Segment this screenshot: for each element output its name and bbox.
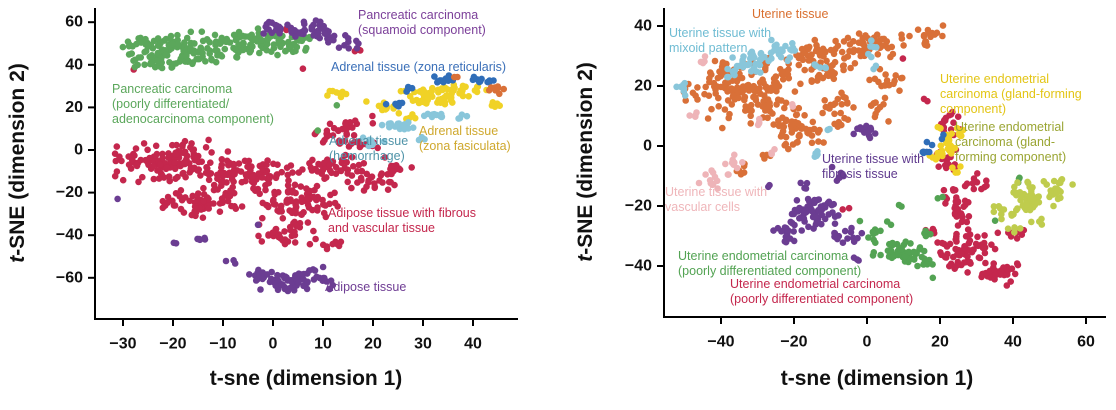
cluster-annotation: Pancreatic carcinoma (squamoid component) bbox=[358, 8, 486, 37]
series-adrenal-hemorrhage bbox=[359, 110, 471, 150]
cluster-annotation: Pancreatic carcinoma (poorly differentiat… bbox=[112, 82, 274, 126]
series-adrenal-reticularis bbox=[382, 72, 497, 110]
y-tick-label: 0 bbox=[643, 138, 652, 155]
y-tick-label: 0 bbox=[74, 142, 83, 159]
x-tick-label: −10 bbox=[209, 335, 236, 352]
y-tick-label: 20 bbox=[65, 99, 83, 116]
y-tick-label: 40 bbox=[65, 56, 83, 73]
cluster-annotation: Adipose tissue bbox=[325, 280, 407, 294]
x-tick-label: 0 bbox=[863, 333, 872, 350]
cluster-annotation: Adrenal tissue (zona reticularis) bbox=[331, 60, 507, 74]
y-axis-label-italic-t: t bbox=[6, 255, 29, 263]
cluster-annotation: Uterine tissue bbox=[752, 7, 829, 21]
y-tick-label: −20 bbox=[625, 198, 652, 215]
series-adipose bbox=[114, 195, 337, 295]
x-axis-label-left: t-sne (dimension 1) bbox=[209, 367, 403, 390]
x-tick-label: −40 bbox=[707, 333, 734, 350]
cluster-annotation: Uterine endometrial carcinoma (gland-form… bbox=[940, 72, 1082, 116]
series-endometrial-poorly-diff-green bbox=[856, 174, 1023, 282]
y-axis-label-rest: -SNE (dimension 2) bbox=[6, 63, 29, 256]
tsne-panel-left: −30 −20 −10 0 10 20 30 40 60 40 20 0 −20 −40 −60 bbox=[56, 8, 518, 352]
x-tick-label: 40 bbox=[1004, 333, 1022, 350]
y-tick-label: −40 bbox=[625, 258, 652, 275]
series-uterine-vascular bbox=[686, 53, 797, 192]
y-tick-label: −40 bbox=[56, 227, 83, 244]
y-tick-label: −20 bbox=[56, 184, 83, 201]
series-adipose-fibrous-vascular bbox=[111, 25, 416, 253]
y-tick-label: 40 bbox=[634, 18, 652, 35]
x-tick-label: 0 bbox=[269, 335, 278, 352]
cluster-annotation: Adipose tissue with fibrous and vascular … bbox=[328, 206, 476, 235]
cluster-annotation: Uterine tissue with mixoid pattern bbox=[669, 26, 772, 55]
y-axis-label-left: t-SNE (dimension 2) bbox=[6, 0, 34, 333]
cluster-annotation: Uterine tissue with fibrosis tissue bbox=[822, 152, 925, 181]
series-endometrial-gland-yellow bbox=[926, 123, 967, 176]
x-tick-label: −20 bbox=[780, 333, 807, 350]
cluster-annotation: Uterine tissue with vascular cells bbox=[665, 185, 768, 214]
series-endometrial-poorly-diff-red bbox=[839, 55, 1028, 289]
series-uterine-fibrosis bbox=[765, 122, 879, 264]
y-tick-label: 20 bbox=[634, 78, 652, 95]
series-unlabeled-blue bbox=[919, 131, 947, 157]
tsne-panel-right: −40 −20 0 20 40 60 40 20 0 −20 −40 bbox=[625, 8, 1106, 350]
series-uterine-mixoid bbox=[673, 36, 880, 160]
series-endometrial-gland-olive bbox=[990, 176, 1076, 236]
scatter-points bbox=[111, 17, 508, 295]
series-unlabeled-orange bbox=[451, 73, 508, 98]
series-pancreatic-poorly-diff bbox=[119, 25, 341, 134]
y-tick-label: −60 bbox=[56, 269, 83, 286]
x-tick-label: 30 bbox=[414, 335, 432, 352]
x-tick-label: −20 bbox=[159, 335, 186, 352]
cluster-annotation: Uterine endometrial carcinoma (poorly dif… bbox=[730, 277, 914, 306]
x-axis-label-right: t-sne (dimension 1) bbox=[780, 367, 974, 390]
y-axis-label-rest: -SNE (dimension 2) bbox=[574, 62, 597, 255]
scatter-points bbox=[673, 22, 1076, 289]
cluster-annotation: Adrenal tissue (zona fasiculata) bbox=[419, 124, 511, 153]
x-tick-label: 40 bbox=[464, 335, 482, 352]
y-axis-label-italic-t: t bbox=[574, 254, 597, 262]
series-pancreatic-squamoid bbox=[260, 17, 362, 52]
x-tick-label: 60 bbox=[1077, 333, 1095, 350]
y-axis-label-right: t-SNE (dimension 2) bbox=[574, 0, 602, 332]
cluster-annotation: Uterine endometrial carcinoma (poorly dif… bbox=[678, 249, 862, 278]
x-tick-label: 20 bbox=[364, 335, 382, 352]
x-tick-label: 10 bbox=[314, 335, 332, 352]
cluster-annotation: Uterine endometrial carcinoma (gland-form… bbox=[955, 120, 1067, 164]
cluster-annotation: Adrenal tissue (hemorrhage) bbox=[329, 134, 409, 163]
x-tick-label: 20 bbox=[931, 333, 949, 350]
x-tick-label: −30 bbox=[109, 335, 136, 352]
y-tick-label: 60 bbox=[65, 14, 83, 31]
